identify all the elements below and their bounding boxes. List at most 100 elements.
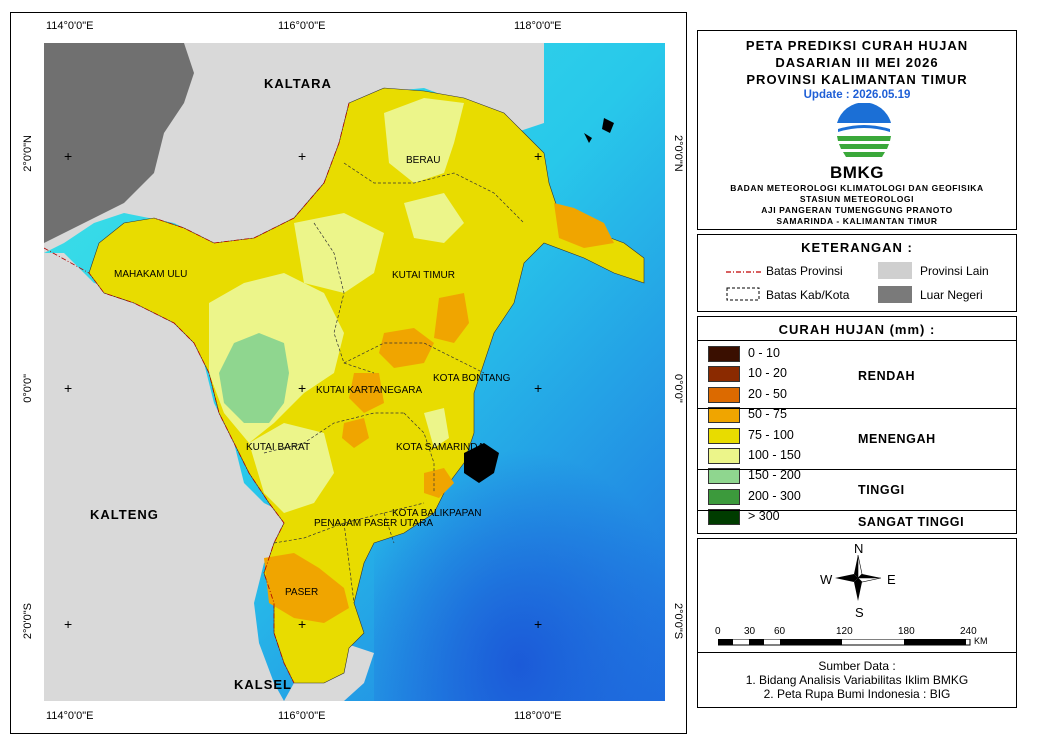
scale-tick-180: 180 bbox=[898, 626, 915, 637]
curah-hujan-heading: CURAH HUJAN (mm) : bbox=[778, 322, 936, 337]
provinsi-lain-label: Provinsi Lain bbox=[920, 264, 989, 278]
region-label-kutai-timur: KUTAI TIMUR bbox=[392, 270, 455, 281]
scale-bar bbox=[718, 639, 971, 646]
region-label-kalsel: KALSEL bbox=[234, 677, 292, 692]
compass-n: N bbox=[854, 541, 864, 556]
rainfall-class-swatch bbox=[708, 488, 740, 505]
rainfall-class-swatch bbox=[708, 468, 740, 485]
rainfall-class-label: 150 - 200 bbox=[748, 468, 801, 483]
category-tinggi: TINGGI bbox=[858, 483, 905, 497]
batas-provinsi-symbol bbox=[726, 271, 762, 273]
compass-scale-panel: N S W E 0 30 60 120 180 240 KM bbox=[697, 538, 1017, 654]
coord-right-2s: 2°0'0"S bbox=[672, 603, 684, 640]
coord-top-116: 116°0'0"E bbox=[278, 20, 326, 32]
coord-bottom-114: 114°0'0"E bbox=[46, 710, 94, 722]
grid-cross: + bbox=[64, 616, 73, 632]
grid-cross: + bbox=[64, 148, 73, 164]
keterangan-heading: KETERANGAN : bbox=[801, 240, 913, 255]
grid-cross: + bbox=[298, 380, 307, 396]
category-sangat-tinggi: SANGAT TINGGI bbox=[858, 515, 965, 529]
category-rendah: RENDAH bbox=[858, 369, 916, 383]
agency-line1: BADAN METEOROLOGI KLIMATOLOGI DAN GEOFIS… bbox=[730, 183, 984, 193]
legend-keterangan-panel: KETERANGAN : Batas Provinsi Batas Kab/Ko… bbox=[697, 234, 1017, 312]
rainfall-class-label: 200 - 300 bbox=[748, 488, 801, 503]
luar-negeri-label: Luar Negeri bbox=[920, 288, 983, 302]
rainfall-class-label: 75 - 100 bbox=[748, 427, 794, 442]
coord-left-0: 0°0'0" bbox=[22, 374, 34, 403]
rainfall-class-swatch bbox=[708, 427, 740, 444]
foreign-country-area bbox=[44, 43, 194, 243]
bmkg-logo-text: BMKG bbox=[830, 163, 884, 182]
coord-top-118: 118°0'0"E bbox=[514, 20, 562, 32]
region-label-kalteng: KALTENG bbox=[90, 507, 159, 522]
grid-cross: + bbox=[534, 380, 543, 396]
compass-s: S bbox=[855, 605, 864, 620]
rainfall-class-swatch bbox=[708, 448, 740, 464]
region-label-kota-balikpapan: KOTA BALIKPAPAN bbox=[392, 508, 482, 519]
agency-line3: AJI PANGERAN TUMENGGUNG PRANOTO bbox=[761, 205, 953, 215]
map-frame bbox=[10, 12, 687, 734]
sumber-line1: 1. Bidang Analisis Variabilitas Iklim BM… bbox=[745, 673, 969, 687]
map-title-line2: DASARIAN III MEI 2026 bbox=[775, 55, 939, 70]
other-province-area bbox=[44, 253, 284, 701]
rainfall-class-label: > 300 bbox=[748, 509, 780, 524]
coord-left-2n: 2°0'0"N bbox=[22, 135, 34, 172]
grid-cross: + bbox=[534, 616, 543, 632]
scale-tick-30: 30 bbox=[744, 626, 756, 637]
rainfall-class-swatch bbox=[708, 366, 740, 383]
batas-kab-label: Batas Kab/Kota bbox=[766, 288, 850, 302]
scale-tick-60: 60 bbox=[774, 626, 786, 637]
update-date: Update : 2026.05.19 bbox=[803, 89, 911, 101]
region-label-kota-bontang: KOTA BONTANG bbox=[433, 373, 511, 384]
title-panel: PETA PREDIKSI CURAH HUJAN DASARIAN III M… bbox=[697, 30, 1017, 230]
map-title-line3: PROVINSI KALIMANTAN TIMUR bbox=[746, 72, 968, 87]
rainfall-class-swatch bbox=[708, 509, 740, 526]
luar-negeri-swatch bbox=[878, 286, 912, 303]
rainfall-map bbox=[44, 43, 665, 701]
category-menengah: MENENGAH bbox=[858, 432, 936, 446]
scale-tick-0: 0 bbox=[715, 626, 721, 637]
grid-cross: + bbox=[534, 148, 543, 164]
coord-top-114: 114°0'0"E bbox=[46, 20, 94, 32]
compass-w: W bbox=[820, 572, 833, 587]
region-label-paser: PASER bbox=[285, 587, 319, 598]
scale-unit: KM bbox=[974, 636, 988, 646]
scale-tick-120: 120 bbox=[836, 626, 853, 637]
agency-line2: STASIUN METEOROLOGI bbox=[799, 194, 915, 204]
map-title-line1: PETA PREDIKSI CURAH HUJAN bbox=[745, 38, 969, 53]
region-label-penajam-paser-utara: PENAJAM PASER UTARA bbox=[314, 518, 434, 529]
source-panel: Sumber Data : 1. Bidang Analisis Variabi… bbox=[697, 652, 1017, 708]
provinsi-lain-swatch bbox=[878, 262, 912, 279]
coord-right-2n: 2°0'0"N bbox=[672, 135, 684, 172]
region-label-kaltara: KALTARA bbox=[264, 76, 332, 91]
rainfall-class-swatch bbox=[708, 407, 740, 424]
region-label-mahakam-ulu: MAHAKAM ULU bbox=[114, 269, 188, 280]
grid-cross: + bbox=[298, 616, 307, 632]
bmkg-logo bbox=[835, 103, 893, 162]
region-label-kota-samarinda: KOTA SAMARINDA bbox=[396, 442, 485, 453]
grid-cross: + bbox=[64, 380, 73, 396]
agency-line4: SAMARINDA - KALIMANTAN TIMUR bbox=[776, 216, 938, 226]
rainfall-class-label: 0 - 10 bbox=[748, 346, 780, 360]
rainfall-class-label: 10 - 20 bbox=[748, 366, 787, 381]
coord-bottom-118: 118°0'0"E bbox=[514, 710, 562, 722]
region-label-berau: BERAU bbox=[406, 155, 441, 166]
sumber-heading: Sumber Data : bbox=[818, 659, 896, 673]
coord-left-2s: 2°0'0"S bbox=[22, 603, 34, 640]
batas-kab-symbol bbox=[726, 287, 760, 301]
grid-cross: + bbox=[298, 148, 307, 164]
compass-e: E bbox=[887, 572, 896, 587]
rainfall-class-swatch bbox=[708, 386, 740, 403]
region-label-kutai-kartanegara: KUTAI KARTANEGARA bbox=[316, 385, 423, 396]
batas-provinsi-label: Batas Provinsi bbox=[766, 264, 843, 278]
sumber-line2: 2. Peta Rupa Bumi Indonesia : BIG bbox=[763, 687, 951, 701]
legend-rainfall-panel: CURAH HUJAN (mm) : 0 - 10 10 - 20 20 - 50 5… bbox=[697, 316, 1017, 534]
compass-rose-icon bbox=[835, 554, 882, 601]
rainfall-class-label: 100 - 150 bbox=[748, 448, 801, 462]
region-label-kutai-barat: KUTAI BARAT bbox=[246, 442, 311, 453]
coord-bottom-116: 116°0'0"E bbox=[278, 710, 326, 722]
scale-tick-240: 240 bbox=[960, 626, 977, 637]
rainfall-class-label: 50 - 75 bbox=[748, 407, 787, 422]
rainfall-class-label: 20 - 50 bbox=[748, 386, 787, 401]
coord-right-0: 0°0'0" bbox=[672, 374, 684, 403]
